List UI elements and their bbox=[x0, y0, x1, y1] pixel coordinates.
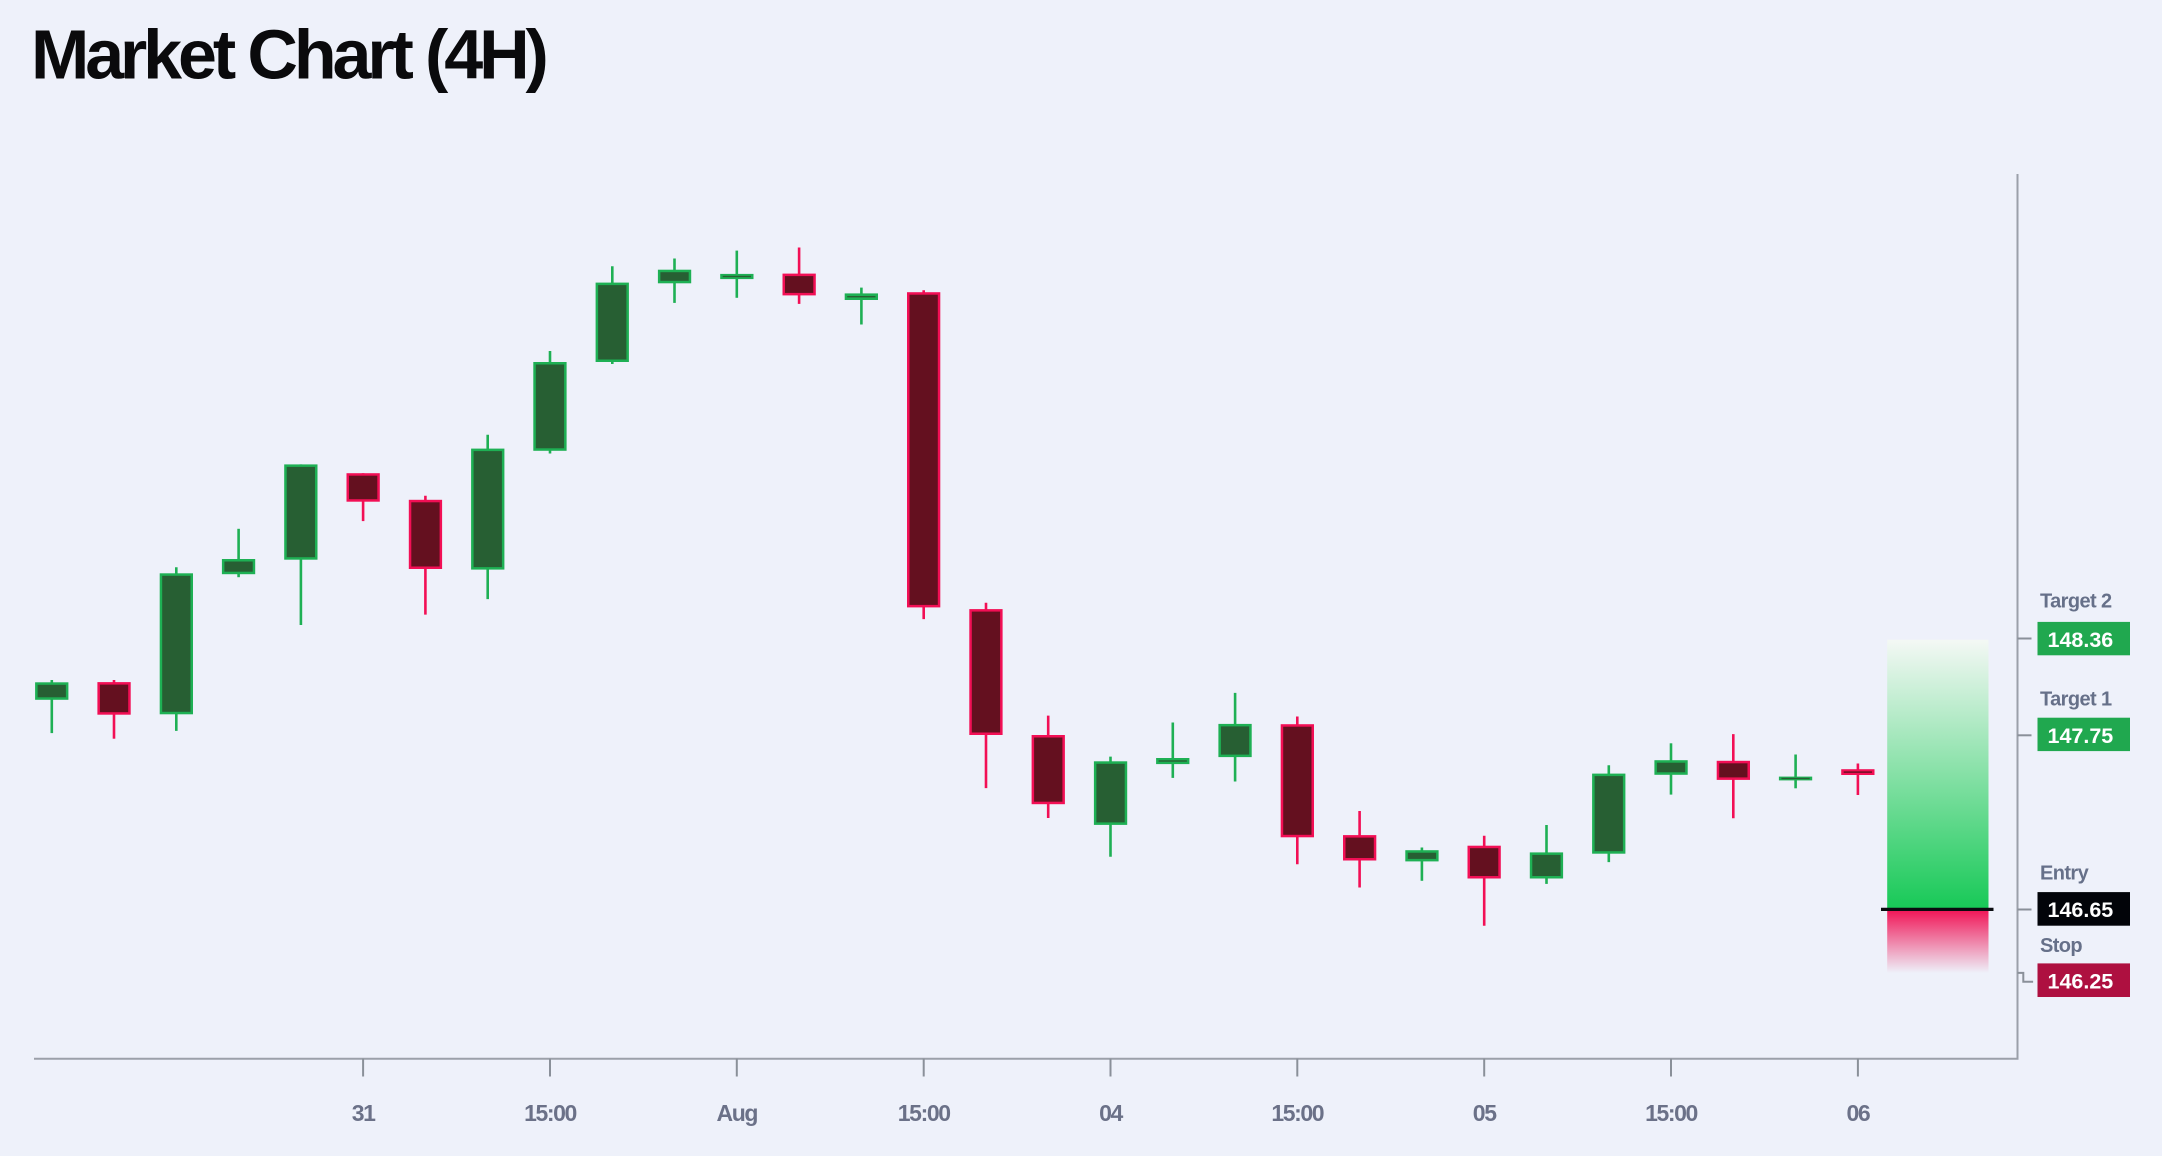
svg-text:Target 1: Target 1 bbox=[2040, 688, 2112, 710]
svg-text:05: 05 bbox=[1473, 1100, 1497, 1126]
svg-text:06: 06 bbox=[1847, 1100, 1870, 1126]
svg-text:04: 04 bbox=[1099, 1100, 1123, 1126]
svg-text:15:00: 15:00 bbox=[524, 1100, 576, 1126]
svg-text:31: 31 bbox=[352, 1100, 376, 1126]
svg-text:Stop: Stop bbox=[2040, 935, 2082, 957]
svg-text:148.36: 148.36 bbox=[2048, 628, 2114, 652]
svg-text:15:00: 15:00 bbox=[1271, 1100, 1323, 1126]
svg-text:Aug: Aug bbox=[717, 1100, 758, 1126]
svg-text:Target 2: Target 2 bbox=[2040, 591, 2112, 613]
svg-text:15:00: 15:00 bbox=[898, 1100, 950, 1126]
svg-text:Entry: Entry bbox=[2040, 863, 2090, 885]
svg-text:146.65: 146.65 bbox=[2048, 898, 2114, 922]
svg-text:147.75: 147.75 bbox=[2048, 724, 2114, 748]
svg-text:146.25: 146.25 bbox=[2048, 970, 2114, 994]
svg-text:Market Chart (4H): Market Chart (4H) bbox=[31, 16, 546, 94]
svg-text:15:00: 15:00 bbox=[1645, 1100, 1697, 1126]
